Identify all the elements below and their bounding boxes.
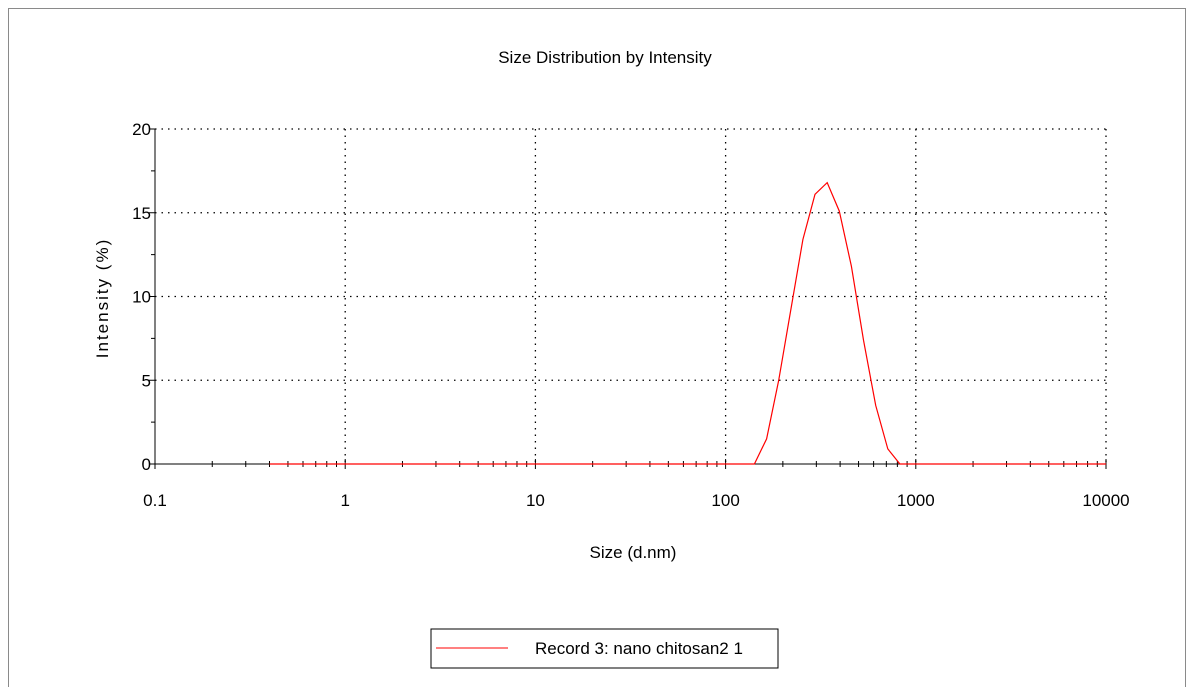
x-tick-label: 10 <box>526 491 545 510</box>
y-tick-label: 10 <box>132 288 151 307</box>
y-axis-ticks: 0 5 10 15 20 <box>132 120 155 474</box>
y-tick-label: 20 <box>132 120 151 139</box>
x-tick-label: 0.1 <box>143 491 167 510</box>
legend-label: Record 3: nano chitosan2 1 <box>535 639 743 658</box>
grid <box>155 128 1107 464</box>
y-axis-label: Intensity (%) <box>93 238 112 358</box>
x-axis-ticks: 0.1 1 10 100 1000 10000 <box>143 459 1130 510</box>
x-tick-label: 1 <box>340 491 349 510</box>
y-tick-label: 15 <box>132 204 151 223</box>
x-tick-label: 10000 <box>1082 491 1129 510</box>
chart-frame <box>8 8 1186 687</box>
x-tick-label: 1000 <box>897 491 935 510</box>
chart-title: Size Distribution by Intensity <box>498 48 712 67</box>
x-tick-label: 100 <box>711 491 739 510</box>
series-line <box>269 181 1106 465</box>
y-tick-label: 5 <box>142 371 151 390</box>
y-tick-label: 0 <box>142 455 151 474</box>
series-group <box>269 181 1106 465</box>
x-axis-label: Size (d.nm) <box>590 543 677 562</box>
legend: Record 3: nano chitosan2 1 <box>430 628 779 669</box>
